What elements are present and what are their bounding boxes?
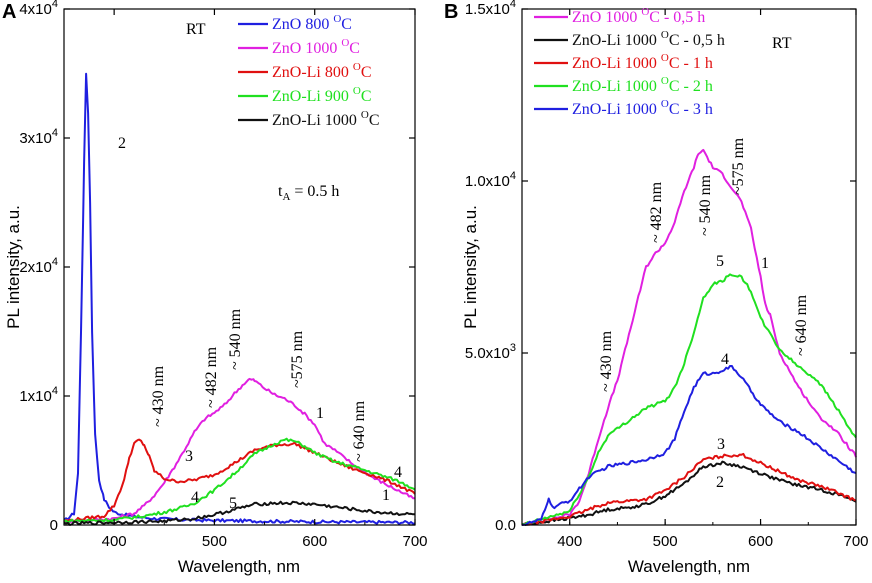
legend-item: ZnO-Li 1000 OC: [238, 109, 380, 129]
panel-a-curve-number-1b: 1: [382, 487, 390, 504]
panel-a: A 400 500 600 700 0 1x104 2x104 3x104 4x104 Wave…: [2, 0, 428, 576]
panel-a-label: A: [2, 1, 16, 23]
y-tick-label: 3x104: [19, 127, 58, 147]
panel-a-curve-number-2: 2: [118, 135, 126, 152]
legend-item: ZnO-Li 1000 OC - 3 h: [534, 98, 713, 118]
legend-item: ZnO 800 OC: [238, 13, 352, 33]
legend-label: ZnO 800 OC: [272, 13, 352, 33]
panel-a-curve-number-4: 4: [394, 464, 402, 481]
panel-b-curve-number-2: 2: [716, 474, 724, 491]
y-tick-label: 4x104: [19, 0, 58, 18]
legend-label: ZnO-Li 1000 OC - 0,5 h: [572, 29, 725, 49]
x-tick-label: 500: [653, 533, 678, 550]
y-tick-label: 1.5x104: [465, 0, 516, 18]
series-line-4: [521, 365, 857, 526]
series-line-3: [63, 438, 416, 523]
x-tick-label: 700: [402, 533, 427, 550]
panel-b-ylabel: PL intensity, a.u.: [461, 205, 480, 329]
panel-a-curve-number-5: 5: [229, 495, 237, 512]
panel-b-label: B: [444, 1, 458, 23]
y-tick-label: 5.0x103: [465, 342, 516, 362]
panel-b-peak-640: ~ 640 nm: [793, 294, 810, 356]
legend-item: ZnO-Li 1000 OC - 1 h: [534, 52, 713, 72]
panel-b-curve-number-1: 1: [761, 255, 769, 272]
panel-b-rt-label: RT: [772, 35, 792, 52]
panel-b-curve-number-4: 4: [721, 351, 729, 368]
x-tick-label: 400: [102, 533, 127, 550]
series-line-3: [521, 452, 857, 526]
x-tick-label: 500: [202, 533, 227, 550]
legend-item: ZnO 1000 OC - 0,5 h: [534, 6, 705, 26]
panel-a-peak-430: ~ 430 nm: [150, 365, 167, 427]
panel-a-rt-label: RT: [186, 21, 206, 38]
series-line-5: [521, 273, 857, 526]
x-tick-label: 400: [557, 533, 582, 550]
panel-a-curve-number-4b: 4: [191, 489, 199, 506]
panel-a-curve-number-1: 1: [316, 405, 324, 422]
legend-item: ZnO-Li 900 OC: [238, 85, 372, 105]
y-tick-label: 1.0x104: [465, 170, 516, 190]
panel-b-peak-540: ~ 540 nm: [697, 174, 714, 236]
legend-item: ZnO-Li 1000 OC - 0,5 h: [534, 29, 725, 49]
panel-b-frame: [521, 8, 857, 526]
panel-a-peak-575: ~575 nm: [289, 330, 306, 388]
panel-b-peak-482: ~ 482 nm: [648, 181, 665, 243]
legend-label: ZnO-Li 1000 OC - 3 h: [572, 98, 713, 118]
x-tick-label: 600: [302, 533, 327, 550]
panel-a-peak-482: ~ 482 nm: [203, 346, 220, 408]
panel-b-curve-number-5: 5: [716, 253, 724, 270]
panel-a-curve-number-3: 3: [185, 448, 193, 465]
series-line-2: [521, 460, 857, 526]
panel-a-ylabel: PL intensity, a.u.: [4, 205, 23, 329]
series-line-2: [63, 72, 416, 525]
y-tick-label: 2x104: [19, 256, 58, 276]
legend-item: ZnO-Li 800 OC: [238, 61, 372, 81]
series-line-4: [63, 437, 416, 524]
y-tick-label: 0: [50, 517, 58, 534]
panel-b: B 400 500 600 700 0.0 5.0x103 1.0x104 1.5x104 W…: [444, 0, 869, 576]
series-line-1: [521, 148, 857, 526]
panel-b-peak-430: ~ 430 nm: [598, 330, 615, 392]
x-tick-label: 600: [748, 533, 773, 550]
legend-item: ZnO 1000 OC: [238, 37, 360, 57]
panel-a-legend: ZnO 800 OC ZnO 1000 OC ZnO-Li 800 OC ZnO-Li…: [238, 13, 380, 129]
y-tick-label: 1x104: [19, 385, 58, 405]
legend-label: ZnO-Li 1000 OC - 1 h: [572, 52, 713, 72]
x-tick-label: 700: [843, 533, 868, 550]
legend-label: ZnO-Li 1000 OC - 2 h: [572, 75, 713, 95]
panel-b-curve-number-3: 3: [717, 436, 725, 453]
legend-label: ZnO-Li 1000 OC: [272, 109, 380, 129]
panel-a-time-label: tA = 0.5 h: [278, 183, 339, 203]
series-line-5: [63, 500, 416, 526]
legend-item: ZnO-Li 1000 OC - 2 h: [534, 75, 713, 95]
panel-a-peak-640: ~ 640 nm: [351, 400, 368, 462]
legend-label: ZnO-Li 900 OC: [272, 85, 372, 105]
legend-label: ZnO-Li 800 OC: [272, 61, 372, 81]
panel-b-peak-575: ~575 nm: [730, 137, 747, 195]
y-tick-label: 0.0: [495, 517, 516, 534]
panel-b-legend: ZnO 1000 OC - 0,5 h ZnO-Li 1000 OC - 0,5 …: [534, 6, 725, 118]
panel-b-xlabel: Wavelength, nm: [628, 557, 750, 576]
legend-label: ZnO 1000 OC: [272, 37, 360, 57]
panel-a-peak-540: ~ 540 nm: [227, 308, 244, 370]
panel-a-xlabel: Wavelength, nm: [178, 557, 300, 576]
legend-label: ZnO 1000 OC - 0,5 h: [572, 6, 705, 26]
